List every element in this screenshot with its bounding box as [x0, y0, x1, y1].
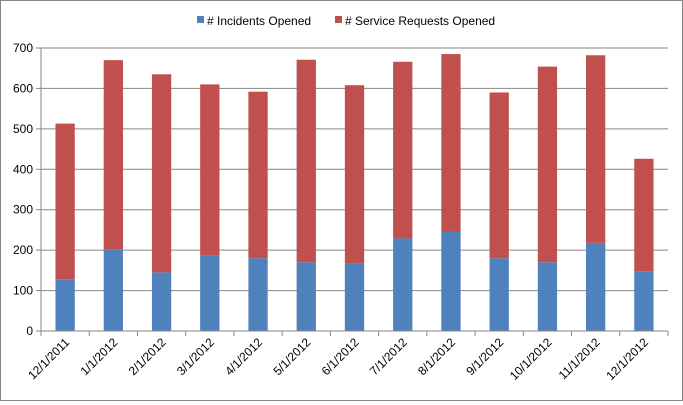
bar-service-requests-opened: [344, 85, 365, 264]
bar-incidents-opened: [103, 249, 123, 331]
y-tick-label: 400: [13, 162, 33, 176]
y-tick-label: 200: [13, 243, 33, 257]
y-tick-label: 500: [13, 122, 33, 136]
legend-swatch-service-requests: [335, 16, 342, 23]
x-tick-label: 8/1/2012: [415, 335, 458, 378]
y-tick-label: 700: [13, 41, 33, 55]
legend: # Incidents Opened # Service Requests Op…: [197, 14, 495, 28]
bar-incidents-opened: [248, 258, 268, 331]
y-tick-label: 600: [13, 81, 33, 95]
x-tick-label: 5/1/2012: [270, 335, 313, 378]
bar-service-requests-opened: [489, 92, 509, 259]
x-axis-tick-labels: 12/1/2011 1/1/2012 2/1/2012 3/1/2012 4/1/201…: [25, 335, 651, 383]
bar-incidents-opened: [393, 238, 413, 331]
bar-incidents-opened: [634, 271, 654, 331]
x-tick-label: 9/1/2012: [463, 335, 506, 378]
bar-service-requests-opened: [151, 74, 172, 273]
x-tick-label: 12/1/2011: [25, 335, 72, 382]
bar-service-requests-opened: [200, 84, 220, 256]
legend-label-incidents: # Incidents Opened: [207, 14, 311, 28]
x-tick-label: 10/1/2012: [507, 335, 555, 383]
bar-incidents-opened: [586, 242, 606, 331]
bar-service-requests-opened: [537, 66, 558, 263]
bar-service-requests-opened: [441, 54, 461, 232]
x-tick-label: 6/1/2012: [319, 335, 362, 378]
bar-incidents-opened: [344, 263, 365, 331]
bars: [55, 54, 654, 331]
x-tick-label: 1/1/2012: [78, 335, 121, 378]
bar-service-requests-opened: [55, 123, 75, 280]
bar-service-requests-opened: [393, 61, 413, 239]
bar-incidents-opened: [55, 279, 75, 331]
bar-service-requests-opened: [103, 60, 123, 250]
legend-label-service-requests: # Service Requests Opened: [345, 14, 495, 28]
x-tick-label: 4/1/2012: [222, 335, 265, 378]
bar-service-requests-opened: [248, 91, 268, 259]
bar-service-requests-opened: [634, 158, 654, 272]
bar-incidents-opened: [537, 262, 558, 331]
y-tick-label: 300: [13, 203, 33, 217]
x-tick-label: 3/1/2012: [174, 335, 217, 378]
y-tick-label: 100: [13, 284, 33, 298]
bar-incidents-opened: [296, 262, 316, 331]
x-tick-label: 12/1/2012: [603, 335, 651, 383]
bar-service-requests-opened: [586, 55, 606, 243]
legend-swatch-incidents: [197, 16, 204, 23]
bar-incidents-opened: [151, 272, 172, 331]
bar-incidents-opened: [441, 231, 461, 331]
bar-incidents-opened: [489, 258, 509, 331]
axes: [40, 48, 669, 336]
bar-service-requests-opened: [296, 59, 316, 263]
y-axis-tick-labels: 0 100 200 300 400 500 600 700: [13, 41, 33, 338]
bar-incidents-opened: [200, 255, 220, 331]
x-tick-label: 11/1/2012: [556, 335, 603, 382]
x-tick-label: 7/1/2012: [367, 335, 410, 378]
x-tick-label: 2/1/2012: [126, 335, 169, 378]
y-tick-label: 0: [26, 324, 33, 338]
